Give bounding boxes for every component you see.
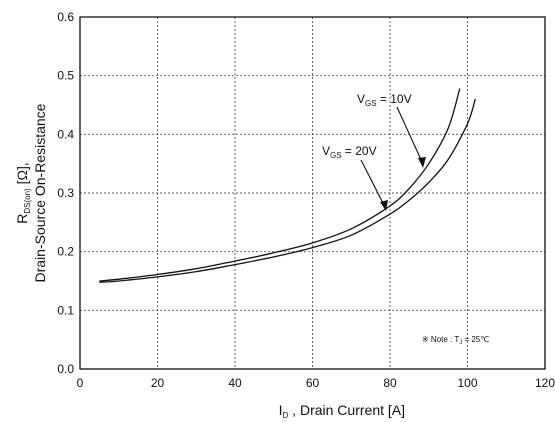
y-axis-label-line1-rest: [Ω],	[14, 162, 30, 188]
y-axis-label-line1: RDS(on) [Ω],	[14, 162, 32, 224]
y-axis-label-line1-sub: DS(on)	[23, 188, 32, 214]
series-group	[99, 88, 476, 283]
x-tick-label: 0	[77, 376, 84, 390]
x-tick-label: 80	[383, 376, 397, 390]
plot-frame	[79, 16, 546, 370]
y-tick-label: 0.4	[57, 127, 74, 141]
y-tick-label: 0.6	[57, 10, 74, 24]
annotation-vgs-10v: VGS = 10V	[357, 92, 412, 108]
y-axis-label: RDS(on) [Ω], Drain-Source On-Resistance	[14, 103, 48, 282]
y-tick-label: 0.3	[57, 186, 74, 200]
x-tick-label: 60	[306, 376, 320, 390]
annotation-vgs-20v-sub: GS	[330, 151, 342, 160]
annotation-arrow-20v	[360, 159, 386, 208]
annotation-arrowhead-20v	[380, 200, 388, 211]
x-axis-label-sub: D	[283, 411, 289, 420]
y-tick-label: 0.1	[57, 303, 74, 317]
note-sub: J	[459, 340, 462, 346]
y-axis-label-line2: Drain-Source On-Resistance	[32, 103, 48, 282]
x-tick-label: 40	[228, 376, 242, 390]
annotation-vgs-10v-sub: GS	[365, 99, 377, 108]
annotation-arrow-10v	[396, 106, 424, 165]
x-tick-label: 120	[535, 376, 555, 390]
annotation-vgs-10v-rest: = 10V	[377, 92, 412, 106]
x-axis-label: ID , Drain Current [A]	[279, 402, 405, 420]
note: ※ Note : TJ = 25℃	[422, 335, 489, 346]
annotation-vgs-20v-main: V	[322, 144, 330, 158]
annotation-vgs-20v: VGS = 20V	[322, 144, 377, 160]
y-tick-label: 0.0	[57, 362, 74, 376]
x-tick-labels: 0 20 40 60 80 100 120	[77, 376, 555, 390]
x-axis-label-main: I	[279, 402, 283, 418]
y-axis-label-line1-main: R	[14, 214, 30, 224]
x-axis-label-rest: , Drain Current [A]	[288, 402, 405, 418]
x-tick-label: 20	[151, 376, 165, 390]
series-line-vgs-10v	[99, 88, 461, 282]
annotation-arrowhead-10v	[418, 157, 426, 168]
annotation-vgs-10v-main: V	[357, 92, 365, 106]
series-line-vgs-20v	[99, 98, 476, 283]
x-tick-label: 100	[457, 376, 477, 390]
y-tick-label: 0.2	[57, 245, 74, 259]
y-tick-label: 0.5	[57, 69, 74, 83]
annotation-vgs-20v-rest: = 20V	[342, 144, 377, 158]
grid	[80, 17, 545, 369]
note-rest: = 25℃	[462, 335, 489, 344]
y-tick-labels: 0.0 0.1 0.2 0.3 0.4 0.5 0.6	[57, 10, 74, 376]
note-main: ※ Note : T	[422, 335, 459, 344]
